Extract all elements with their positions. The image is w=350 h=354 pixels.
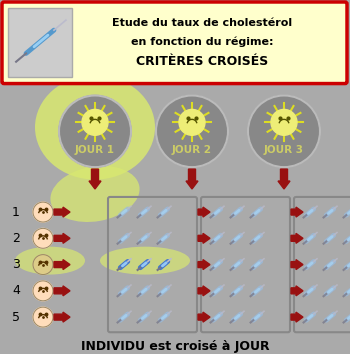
Polygon shape — [54, 233, 70, 243]
Text: CRITÈRES CROISÉS: CRITÈRES CROISÉS — [136, 55, 268, 68]
Polygon shape — [198, 312, 210, 322]
Circle shape — [248, 96, 320, 167]
Text: INDIVIDU est croisé à JOUR: INDIVIDU est croisé à JOUR — [81, 339, 269, 353]
Text: 4: 4 — [12, 284, 20, 297]
Ellipse shape — [100, 247, 190, 275]
Circle shape — [271, 109, 297, 135]
Text: en fonction du régime:: en fonction du régime: — [131, 36, 273, 47]
Ellipse shape — [35, 75, 155, 179]
Polygon shape — [54, 207, 70, 217]
Polygon shape — [291, 259, 303, 269]
Polygon shape — [278, 169, 290, 189]
Text: JOUR 2: JOUR 2 — [172, 145, 212, 155]
Circle shape — [59, 96, 131, 167]
Circle shape — [82, 109, 108, 135]
Text: Etude du taux de cholestérol: Etude du taux de cholestérol — [112, 18, 292, 28]
Circle shape — [33, 255, 53, 275]
Text: 2: 2 — [12, 232, 20, 245]
Ellipse shape — [50, 166, 140, 222]
Polygon shape — [291, 233, 303, 243]
Circle shape — [33, 281, 53, 301]
Text: JOUR 3: JOUR 3 — [264, 145, 304, 155]
Polygon shape — [198, 207, 210, 217]
Polygon shape — [198, 259, 210, 269]
Circle shape — [156, 96, 228, 167]
Polygon shape — [291, 312, 303, 322]
Polygon shape — [198, 233, 210, 243]
Text: 1: 1 — [12, 206, 20, 218]
Ellipse shape — [15, 247, 85, 275]
Polygon shape — [198, 286, 210, 296]
FancyBboxPatch shape — [8, 8, 72, 76]
Circle shape — [33, 202, 53, 222]
Polygon shape — [54, 286, 70, 296]
Polygon shape — [291, 286, 303, 296]
Polygon shape — [54, 312, 70, 322]
Polygon shape — [54, 259, 70, 269]
Polygon shape — [89, 169, 101, 189]
Text: 5: 5 — [12, 310, 20, 324]
Polygon shape — [186, 169, 198, 189]
Circle shape — [33, 307, 53, 327]
Polygon shape — [291, 207, 303, 217]
Text: 3: 3 — [12, 258, 20, 271]
Text: JOUR 1: JOUR 1 — [75, 145, 115, 155]
Circle shape — [33, 228, 53, 248]
FancyBboxPatch shape — [2, 2, 347, 84]
Circle shape — [179, 109, 205, 135]
